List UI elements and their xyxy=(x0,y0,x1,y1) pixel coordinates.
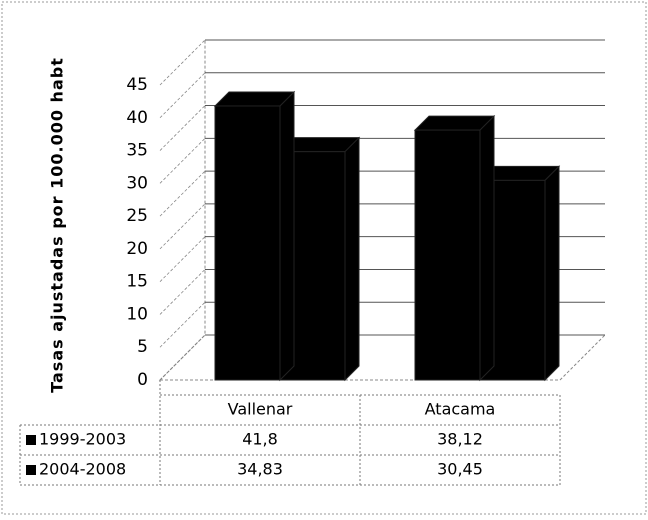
data-label: 38,12 xyxy=(437,430,483,449)
bar-side xyxy=(279,90,295,382)
grid-line xyxy=(159,269,206,315)
legend-label: 1999-2003 xyxy=(39,430,126,449)
legend-swatch xyxy=(26,465,36,475)
y-tick-label: 45 xyxy=(126,75,148,95)
grid-line xyxy=(159,105,206,151)
data-label: 34,83 xyxy=(237,460,283,479)
data-label: 30,45 xyxy=(437,460,483,479)
grid-line xyxy=(159,72,206,119)
bar-side xyxy=(544,165,560,382)
x-tick-label: Atacama xyxy=(425,400,496,419)
side-wall xyxy=(159,40,206,381)
grid-line xyxy=(159,301,206,348)
grid-line xyxy=(159,138,206,184)
bar-side xyxy=(344,136,360,382)
legend-label: 2004-2008 xyxy=(39,460,126,479)
legend-swatch xyxy=(26,435,36,445)
bar xyxy=(214,105,281,381)
y-tick-label: 35 xyxy=(126,141,148,161)
grid-line xyxy=(159,39,206,86)
grid-line xyxy=(159,236,206,282)
data-label: 41,8 xyxy=(242,430,278,449)
y-tick-label: 30 xyxy=(126,173,148,193)
y-axis-label: Tasas ajustadas por 100.000 habt xyxy=(48,57,67,393)
y-tick-label: 20 xyxy=(126,239,148,259)
y-tick-label: 15 xyxy=(126,272,148,292)
bar-side xyxy=(479,114,495,382)
y-tick-label: 25 xyxy=(126,206,148,226)
y-tick-label: 40 xyxy=(126,108,148,128)
y-tick-label: 0 xyxy=(137,370,148,390)
y-tick-label: 5 xyxy=(137,337,148,357)
grid-line xyxy=(159,170,206,217)
x-tick-label: Vallenar xyxy=(228,400,293,419)
grid-line xyxy=(159,334,206,381)
y-tick-label: 10 xyxy=(126,304,148,324)
bar xyxy=(414,129,481,381)
grid-line xyxy=(159,203,206,250)
